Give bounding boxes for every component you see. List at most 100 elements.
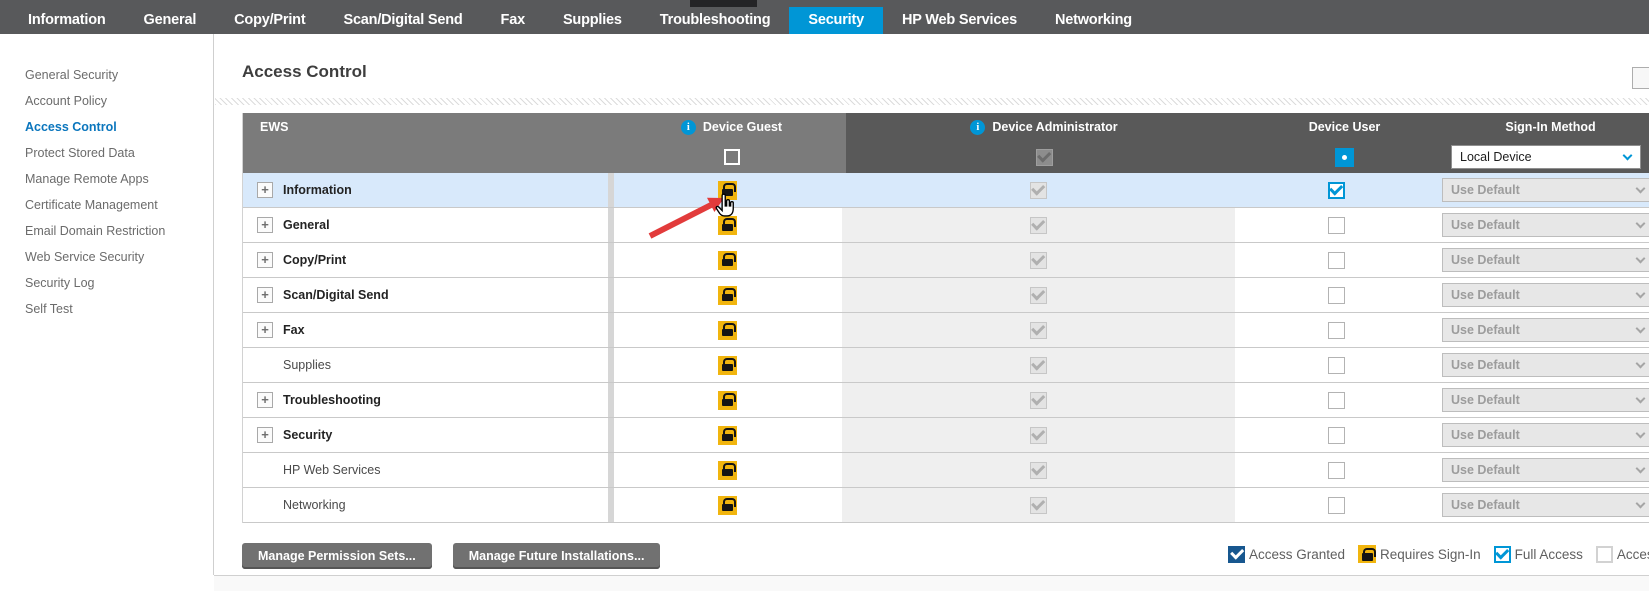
column-divider-cell [608,383,615,417]
chevron-down-icon [1635,288,1646,299]
device-user-checkbox[interactable] [1327,216,1345,234]
device-guest-cell [614,383,841,417]
device-user-checkbox[interactable] [1327,496,1345,514]
device-user-cell [1235,453,1438,487]
tab-troubleshooting[interactable]: Troubleshooting [659,12,771,28]
device-user-checkbox[interactable] [1327,391,1345,409]
manage-future-installations-button[interactable]: Manage Future Installations... [452,543,661,569]
page-title: Access Control [242,62,367,81]
row-label: General [283,218,330,232]
column-divider-cell [608,278,615,312]
lock-icon[interactable] [718,355,738,375]
expand-button[interactable]: + [257,322,273,338]
lock-icon[interactable] [718,495,738,515]
sidebar-item-self-test[interactable]: Self Test [25,302,73,316]
sidebar-item-access-control[interactable]: Access Control [25,120,117,134]
sidebar-item-web-service-security[interactable]: Web Service Security [25,250,145,264]
device-administrator-cell [841,313,1235,347]
lock-icon[interactable] [718,390,738,410]
column-divider-cell [608,488,615,522]
sign-in-method-value: Local Device [1460,150,1532,164]
tab-general[interactable]: General [143,12,197,28]
row-label-cell: + Scan/Digital Send [243,278,608,312]
legend-item-access-denied: Access Denied [1595,545,1649,563]
device-administrator-column-checkbox [1035,148,1053,166]
column-header-ews: EWS [260,120,289,134]
expand-button[interactable]: + [257,252,273,268]
tab-fax[interactable]: Fax [500,12,526,28]
info-icon[interactable]: i [970,119,986,135]
expand-button[interactable]: + [257,287,273,303]
legend-label: Access Denied [1616,546,1649,562]
row-sign-in-select: Use Default [1442,388,1649,412]
device-user-cell [1235,243,1438,277]
lock-icon[interactable] [718,285,738,305]
sidebar-item-account-policy[interactable]: Account Policy [25,94,107,108]
lock-icon[interactable] [718,250,738,270]
device-user-checkbox[interactable] [1327,461,1345,479]
lock-icon[interactable] [718,460,738,480]
chevron-down-icon [1635,428,1646,439]
device-guest-cell [614,278,841,312]
lock-icon[interactable] [718,180,738,200]
lock-icon[interactable] [718,425,738,445]
chevron-down-icon [1635,218,1646,229]
tab-information[interactable]: Information [28,12,106,28]
column-ews: EWS [243,113,611,173]
tab-hp-web-services[interactable]: HP Web Services [901,12,1017,28]
device-user-checkbox[interactable] [1327,251,1345,269]
device-user-checkbox[interactable] [1327,426,1345,444]
row-sign-in-select: Use Default [1442,458,1649,482]
sidebar-item-email-domain-restriction[interactable]: Email Domain Restriction [25,224,166,238]
row-sign-in-value: Use Default [1451,358,1520,372]
legend-item-access-granted: Access Granted [1228,545,1345,563]
manage-permission-sets-button[interactable]: Manage Permission Sets... [242,543,432,569]
device-administrator-checkbox [1029,426,1047,444]
column-divider-cell [608,453,615,487]
lock-icon[interactable] [718,215,738,235]
sidebar-item-general-security[interactable]: General Security [25,68,119,82]
sidebar-item-security-log[interactable]: Security Log [25,276,95,290]
sign-in-method-select[interactable]: Local Device [1451,145,1641,169]
lock-icon[interactable] [718,320,738,340]
device-guest-cell [614,208,841,242]
sidebar-item-certificate-management[interactable]: Certificate Management [25,198,158,212]
legend-item-requires-sign-in: Requires Sign-In [1358,545,1481,563]
tab-networking[interactable]: Networking [1054,12,1132,28]
device-user-checkbox[interactable] [1327,181,1345,199]
section-divider [215,98,1649,105]
device-administrator-cell [841,173,1235,207]
tab-security[interactable]: Security [789,7,883,34]
device-user-checkbox[interactable] [1327,321,1345,339]
help-button-partial[interactable] [1632,67,1649,89]
expand-button[interactable]: + [257,217,273,233]
device-user-cell [1235,383,1438,417]
tab-supplies[interactable]: Supplies [562,12,622,28]
column-header-device-administrator: Device Administrator [992,120,1118,134]
expand-button[interactable]: + [257,182,273,198]
browser-artifact [690,0,757,7]
device-administrator-cell [841,383,1235,417]
device-user-checkbox[interactable] [1327,286,1345,304]
device-administrator-cell [841,278,1235,312]
device-administrator-cell [841,418,1235,452]
column-divider-cell [608,348,615,382]
column-device-user: Device User [1242,113,1447,173]
device-guest-column-checkbox[interactable] [723,149,740,165]
tab-copy-print[interactable]: Copy/Print [234,12,306,28]
device-user-column-radio[interactable] [1335,147,1354,167]
row-label-cell: + Fax [243,313,608,347]
expand-button[interactable]: + [257,427,273,443]
expand-button[interactable]: + [257,392,273,408]
table-row-information: + Information Use Default [243,173,1649,208]
info-icon[interactable]: i [680,119,696,135]
sidebar-item-protect-stored-data[interactable]: Protect Stored Data [25,146,135,160]
device-administrator-cell [841,453,1235,487]
device-user-checkbox[interactable] [1327,356,1345,374]
tab-scan-digital-send[interactable]: Scan/Digital Send [343,12,463,28]
sign-in-method-cell: Use Default [1438,278,1649,312]
sidebar-item-manage-remote-apps[interactable]: Manage Remote Apps [25,172,149,186]
device-administrator-cell [841,488,1235,522]
row-label-cell: + Copy/Print [243,243,608,277]
row-label-cell: Supplies [243,348,608,382]
